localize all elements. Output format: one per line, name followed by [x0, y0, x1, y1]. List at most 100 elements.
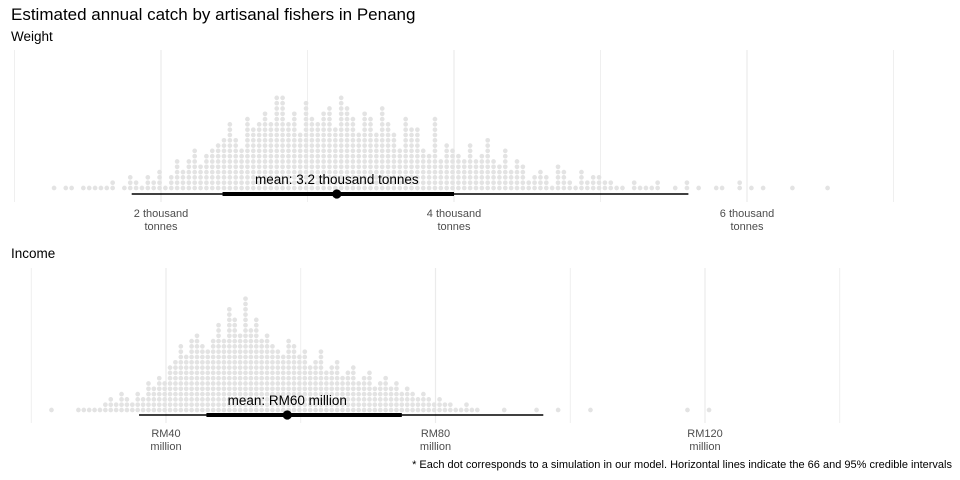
sim-dot	[259, 391, 265, 397]
sim-dot	[450, 164, 455, 170]
sim-dot	[286, 169, 291, 175]
sim-dot	[286, 402, 291, 408]
sim-dot	[444, 148, 450, 154]
sim-dot	[194, 365, 200, 370]
sim-dot	[391, 148, 397, 154]
sim-dot	[183, 354, 189, 360]
sim-dot	[167, 386, 173, 392]
sim-dot	[332, 153, 338, 159]
sim-dot	[338, 111, 344, 117]
sim-dot	[362, 143, 367, 148]
sim-dot	[189, 344, 194, 349]
sim-dot	[420, 175, 426, 180]
sim-dot	[232, 365, 238, 370]
sim-dot	[409, 159, 414, 164]
sim-dot	[129, 407, 135, 413]
sim-dot	[173, 359, 178, 365]
sim-dot	[655, 180, 660, 186]
sim-dot	[377, 402, 383, 408]
sim-dot	[122, 185, 127, 191]
sim-dot	[345, 402, 351, 408]
sim-dot	[719, 185, 725, 191]
sim-dot	[555, 180, 561, 186]
sim-dot	[221, 159, 227, 164]
sim-dot	[338, 95, 344, 101]
sim-dot	[520, 164, 526, 170]
sim-dot	[227, 159, 233, 164]
sim-dot	[409, 180, 414, 186]
sim-dot	[151, 180, 157, 186]
sim-dot	[291, 185, 297, 191]
sim-dot	[391, 180, 397, 186]
sim-dot	[379, 185, 385, 191]
sim-dot	[221, 338, 227, 344]
sim-dot	[268, 180, 274, 186]
sim-dot	[350, 127, 356, 133]
sim-dot	[345, 386, 351, 392]
sim-dot	[280, 397, 286, 402]
sim-dot	[237, 375, 243, 381]
sim-dot	[297, 375, 302, 381]
sim-dot	[194, 359, 200, 365]
sim-dot	[248, 402, 254, 408]
sim-dot	[403, 132, 409, 138]
sim-dot	[204, 185, 209, 191]
sim-dot	[264, 349, 270, 355]
sim-dot	[221, 386, 227, 392]
sim-dot	[368, 122, 373, 127]
sim-dot	[403, 175, 409, 180]
sim-dot	[250, 164, 256, 170]
sim-dot	[637, 185, 643, 191]
sim-dot	[467, 164, 473, 170]
sim-dot	[497, 169, 502, 175]
x-tick-label-unit: million	[420, 441, 451, 453]
sim-dot	[344, 132, 350, 138]
sim-dot	[315, 153, 321, 159]
sim-dot	[379, 122, 385, 127]
sim-dot	[329, 375, 335, 381]
sim-dot	[561, 175, 567, 180]
sim-dot	[259, 349, 265, 355]
sim-dot	[520, 180, 526, 186]
sim-dot	[200, 407, 205, 413]
sim-dot	[372, 391, 378, 397]
sim-dot	[502, 180, 508, 186]
sim-dot	[437, 397, 442, 402]
sim-dot	[226, 370, 232, 376]
sim-dot	[286, 359, 291, 365]
sim-dot	[367, 397, 372, 402]
sim-dot	[286, 159, 291, 164]
sim-dot	[514, 169, 520, 175]
sim-dot	[338, 100, 344, 106]
sim-dot	[216, 333, 221, 339]
sim-dot	[264, 333, 270, 339]
sim-dot	[245, 180, 250, 186]
sim-dot	[479, 180, 485, 186]
sim-dot	[262, 164, 268, 170]
sim-dot	[573, 185, 578, 191]
sim-dot	[173, 370, 178, 376]
sim-dot	[248, 359, 254, 365]
sim-dot	[227, 143, 233, 148]
sim-dot	[368, 159, 373, 164]
sim-dot	[291, 148, 297, 154]
sim-dot	[210, 370, 216, 376]
sim-dot	[309, 169, 315, 175]
sim-dot	[426, 185, 432, 191]
sim-dot	[485, 148, 491, 154]
sim-dot	[350, 116, 356, 122]
sim-dot	[108, 407, 114, 413]
sim-dot	[526, 185, 532, 191]
sim-dot	[334, 402, 340, 408]
sim-dot	[303, 185, 309, 191]
sim-dot	[237, 333, 243, 339]
sim-dot	[350, 175, 356, 180]
sim-dot	[368, 132, 373, 138]
sim-dot	[383, 375, 388, 381]
sim-dot	[245, 159, 250, 164]
sim-dot	[391, 175, 397, 180]
sim-dot	[403, 159, 409, 164]
sim-dot	[394, 391, 399, 397]
sim-dot	[332, 148, 338, 154]
sim-dot	[232, 328, 238, 333]
